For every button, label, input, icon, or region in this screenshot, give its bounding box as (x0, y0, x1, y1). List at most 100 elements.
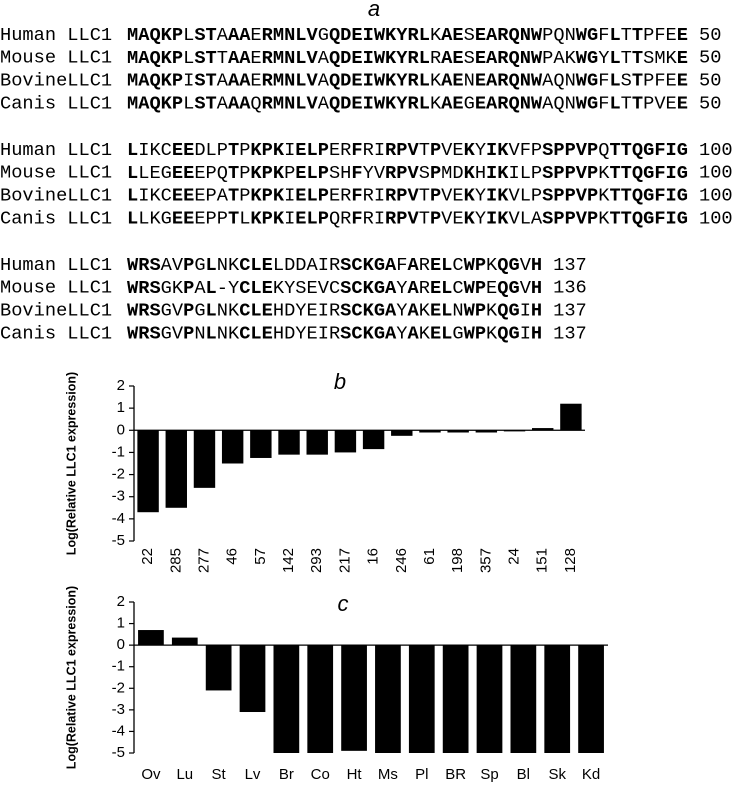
x-tick-label: 217 (336, 548, 353, 573)
x-tick-label: 24 (506, 548, 523, 565)
bar (560, 403, 582, 431)
y-tick-label: 0 (117, 636, 125, 653)
bar (408, 645, 435, 753)
chart-title: c (338, 591, 349, 616)
y-tick-label: -1 (112, 658, 125, 675)
sequence: MAQKPISTAAAERMNLVAQDEIWKYRLKAENEARQNWAQN… (127, 70, 688, 92)
x-tick-label: Sp (480, 766, 498, 783)
bar (273, 645, 300, 753)
bar (171, 637, 198, 646)
species-name: BovineLLC1 (0, 70, 112, 92)
y-tick-label: 1 (117, 399, 125, 416)
residue-count: 50 (699, 24, 721, 46)
residue-count: 50 (699, 92, 721, 114)
species-name: Human LLC1 (0, 139, 112, 161)
x-tick-label: 16 (365, 548, 382, 565)
x-tick-label: 57 (252, 548, 269, 565)
x-tick-label: 285 (167, 548, 184, 573)
y-tick-label: -4 (112, 510, 125, 527)
x-tick-label: 277 (195, 548, 212, 573)
x-tick-label: Lu (176, 766, 193, 783)
residue-count: 50 (699, 70, 721, 92)
species-name: BovineLLC1 (0, 300, 112, 322)
species-name: Mouse LLC1 (0, 47, 112, 69)
bar (578, 645, 604, 753)
sequence: LLKGEEEPPTLKPKIELPQRFRIRPVTPVEKYIKVLASPP… (127, 207, 688, 229)
species-name: BovineLLC1 (0, 185, 112, 207)
sequence: LIKCEEEPATPKPKIELPERFRIRPVTPVEKYIKVLPSPP… (127, 185, 688, 207)
x-tick-label: BR (445, 766, 466, 783)
residue-count: 100 (699, 207, 733, 229)
y-tick-label: -5 (112, 532, 125, 549)
species-name: Canis LLC1 (0, 322, 112, 344)
sequence: MAQKPLSTAAAERMNLVGQDEIWKYRLKAESEARQNWPQN… (127, 24, 688, 46)
y-tick-label: -5 (112, 744, 125, 761)
bar (510, 645, 537, 753)
species-name: Human LLC1 (0, 24, 112, 46)
y-axis-label: Log(Relative LLC1 expression) (64, 586, 78, 769)
residue-count: 100 (699, 185, 733, 207)
bar (447, 430, 469, 433)
x-tick-label: Br (279, 766, 294, 783)
bar (250, 430, 272, 458)
x-tick-label: 293 (308, 548, 325, 573)
y-tick-label: -4 (112, 722, 125, 739)
y-tick-label: -2 (112, 466, 125, 483)
y-tick-label: -1 (112, 443, 125, 460)
x-tick-label: St (212, 766, 227, 783)
bar (442, 645, 469, 753)
bar (391, 430, 413, 436)
y-tick-label: 1 (117, 615, 125, 632)
bar (307, 645, 334, 753)
bar (278, 430, 300, 455)
bar (193, 430, 216, 488)
y-tick-label: -2 (112, 679, 125, 696)
bar (475, 430, 498, 433)
x-tick-label: 151 (534, 548, 551, 573)
species-name: Mouse LLC1 (0, 162, 112, 184)
sequence: WRSGKPAL-YCLEKYSEVCSCKGAYARELCWPEQGVH (127, 277, 542, 299)
sequence: WRSGVPNLNKCLEHDYEIRSCKGAYAKELGWPKQGIH (127, 322, 542, 344)
residue-count: 100 (699, 162, 733, 184)
x-tick-label: Ms (378, 766, 398, 783)
y-tick-label: 2 (117, 377, 125, 394)
chart-title: b (334, 369, 346, 394)
panel-title: a (368, 0, 380, 21)
species-name: Canis LLC1 (0, 92, 112, 114)
bar (532, 428, 554, 431)
x-tick-label: 61 (421, 548, 438, 565)
residue-count: 137 (553, 254, 587, 276)
bar (239, 645, 266, 713)
y-tick-label: 0 (117, 421, 125, 438)
sequence: MAQKPLSTAAAQRMNLVAQDEIWKYRLKAEGEARQNWAQN… (127, 92, 688, 114)
bar (341, 645, 367, 751)
sequence: WRSGVPGLNKCLEHDYEIRSCKGAYAKELNWPKQGIH (127, 300, 542, 322)
x-tick-label: Ht (347, 766, 363, 783)
bar (362, 430, 385, 450)
x-tick-label: 22 (139, 548, 156, 565)
bar (419, 430, 441, 433)
residue-count: 100 (699, 139, 733, 161)
residue-count: 137 (553, 300, 587, 322)
residue-count: 137 (553, 322, 587, 344)
x-tick-label: 142 (280, 548, 297, 573)
residue-count: 50 (699, 47, 721, 69)
x-tick-label: Pl (415, 766, 428, 783)
bar (375, 645, 401, 753)
bar (137, 430, 159, 513)
x-tick-label: Lv (245, 766, 261, 783)
x-tick-label: 128 (562, 548, 579, 573)
species-name: Canis LLC1 (0, 207, 112, 229)
species-name: Human LLC1 (0, 254, 112, 276)
x-tick-label: Bl (517, 766, 530, 783)
sequence: LIKCEEDLPTPKPKIELPERFRIRPVTPVEKYIKVFPSPP… (127, 139, 688, 161)
sequence: MAQKPLSTTAAERMNLVAQDEIWKYRLRAESEARQNWPAK… (127, 47, 688, 69)
y-tick-label: -3 (112, 701, 125, 718)
bar (221, 430, 244, 464)
bar (165, 430, 187, 508)
bar (476, 645, 503, 753)
bar (138, 630, 164, 646)
bar (205, 645, 232, 691)
sequence: WRSAVPGLNKCLELDDAIRSCKGAFARELCWPKQGVH (127, 254, 542, 276)
